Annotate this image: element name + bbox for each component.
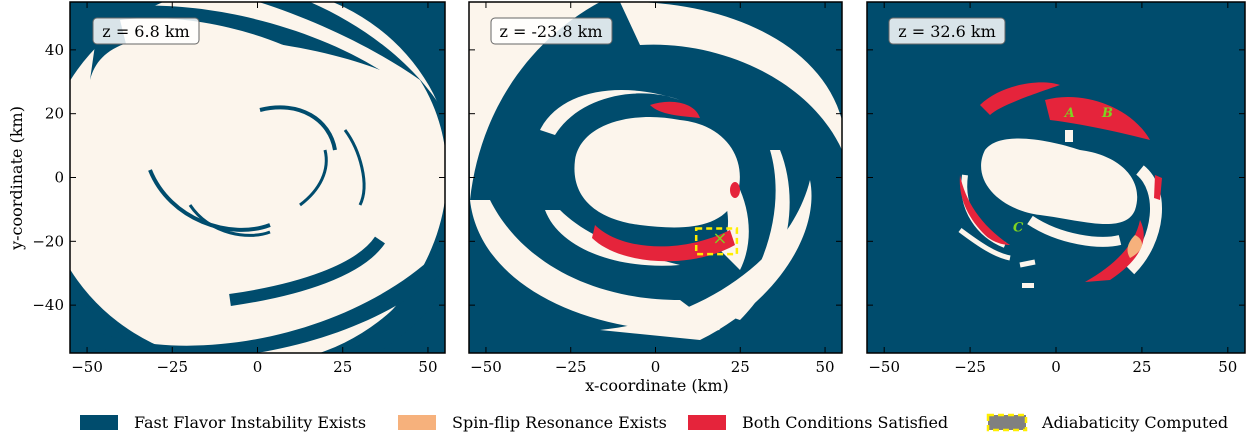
panel-1: z = 6.8 km xyxy=(69,1,446,354)
inner-fragment xyxy=(343,129,366,206)
inner-fragment xyxy=(188,204,271,237)
stable-region xyxy=(1125,165,1162,275)
stable-region xyxy=(469,2,600,200)
stable-region xyxy=(1010,140,1030,170)
stable-region xyxy=(958,227,1011,261)
x-tick-label: −25 xyxy=(954,358,986,376)
stable-region xyxy=(620,2,842,150)
panel-3-z-label: z = 32.6 km xyxy=(898,22,996,41)
stable-region xyxy=(690,145,749,270)
both-conditions-region xyxy=(650,101,700,118)
point-label-c: C xyxy=(1013,221,1024,236)
both-conditions-region xyxy=(959,175,1010,245)
x-tick-label: 25 xyxy=(1132,358,1151,376)
panel-3-slice-label: z = 32.6 km xyxy=(888,17,1006,45)
inner-fragment xyxy=(229,236,385,306)
inner-fragment xyxy=(299,149,328,207)
y-tick-label: −40 xyxy=(32,296,64,314)
adiabaticity-marker: × xyxy=(712,228,727,249)
legend-label: Adiabaticity Computed xyxy=(1041,413,1228,432)
stable-region xyxy=(540,90,680,135)
panel-2-slice-label: z = -23.8 km xyxy=(490,17,613,45)
legend-swatch-both xyxy=(688,415,726,430)
panel-1-slice-label: z = 6.8 km xyxy=(92,17,200,45)
panel-2-heatmap xyxy=(469,2,842,353)
legend-label: Fast Flavor Instability Exists xyxy=(134,413,366,432)
y-tick-label: 0 xyxy=(54,169,64,187)
both-conditions-region xyxy=(1045,96,1150,140)
panel-3-heatmap xyxy=(867,2,1245,353)
y-tick-label: 20 xyxy=(45,105,64,123)
legend-label: Both Conditions Satisfied xyxy=(742,413,948,432)
stable-region xyxy=(1027,215,1122,247)
x-tick-label: 50 xyxy=(1218,358,1237,376)
panel-2-z-label: z = -23.8 km xyxy=(500,22,603,41)
stable-region xyxy=(1065,130,1073,142)
x-tick-label: 0 xyxy=(253,358,263,376)
stable-region xyxy=(545,210,680,266)
x-tick-label: −25 xyxy=(555,358,587,376)
adiabaticity-box: × xyxy=(694,227,739,256)
x-tick-label: −50 xyxy=(71,358,103,376)
both-conditions-region xyxy=(1154,175,1162,200)
y-tick-label: 40 xyxy=(45,41,64,59)
panel-3: z = 32.6 km A B C xyxy=(866,1,1246,354)
x-tick-label: 0 xyxy=(1051,358,1061,376)
x-tick-label: 50 xyxy=(815,358,834,376)
adiabaticity-box-rect xyxy=(694,227,739,256)
inner-fragment xyxy=(259,105,337,151)
both-conditions-region xyxy=(730,182,740,198)
y-axis-label: y-coordinate (km) xyxy=(7,106,26,251)
point-label-b: B xyxy=(1101,106,1113,121)
x-tick-label: 0 xyxy=(651,358,661,376)
y-tick-label: −20 xyxy=(32,232,64,250)
x-tick-label: 25 xyxy=(731,358,750,376)
x-tick-label: 25 xyxy=(333,358,352,376)
lower-spiral-arm xyxy=(90,250,440,353)
panel-1-heatmap xyxy=(70,2,445,353)
inner-fragment xyxy=(148,169,271,232)
point-labels: A B C xyxy=(1013,106,1113,236)
stable-region xyxy=(1019,259,1036,268)
stable-region xyxy=(1022,283,1034,288)
legend-swatch-adiabaticity xyxy=(986,413,1028,432)
stable-region xyxy=(725,150,790,320)
panel-2: z = -23.8 km × xyxy=(468,1,843,354)
inner-light-band xyxy=(120,18,394,230)
x-tick-label: −25 xyxy=(156,358,188,376)
legend-swatch-fast-flavor xyxy=(80,415,118,430)
both-conditions-region xyxy=(980,82,1060,115)
both-conditions-region xyxy=(592,225,735,262)
legend-label: Spin-flip Resonance Exists xyxy=(452,413,667,432)
point-label-a: A xyxy=(1063,106,1075,121)
spin-flip-region xyxy=(1127,235,1142,258)
x-axis-label: x-coordinate (km) xyxy=(585,376,729,395)
legend: Fast Flavor Instability Exists Spin-flip … xyxy=(80,413,1228,432)
panel-1-z-label: z = 6.8 km xyxy=(102,22,189,41)
x-tick-label: −50 xyxy=(470,358,502,376)
stable-region xyxy=(574,116,740,228)
x-tick-label: 50 xyxy=(418,358,437,376)
axis-ticks: −50 −25 0 25 50 −40 −20 0 20 40 −50 −25 0 25 50 −50 −25 0… xyxy=(32,2,1245,376)
x-tick-label: −50 xyxy=(868,358,900,376)
outer-spiral-arm xyxy=(70,2,445,353)
legend-swatch-spin-flip xyxy=(398,415,436,430)
